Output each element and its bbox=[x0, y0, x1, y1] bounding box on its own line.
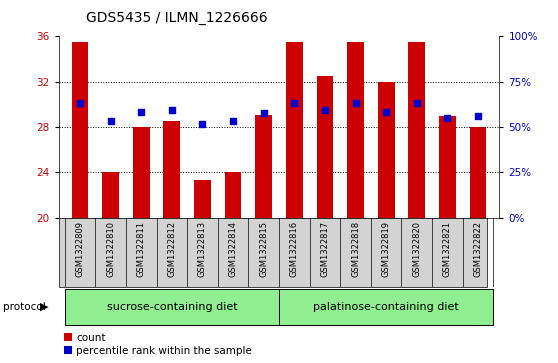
Text: GSM1322811: GSM1322811 bbox=[137, 221, 146, 277]
Point bbox=[229, 118, 238, 124]
Point bbox=[351, 100, 360, 106]
Text: GDS5435 / ILMN_1226666: GDS5435 / ILMN_1226666 bbox=[86, 11, 268, 25]
Text: GSM1322822: GSM1322822 bbox=[474, 221, 483, 277]
Text: GSM1322818: GSM1322818 bbox=[351, 221, 360, 277]
Point bbox=[290, 100, 299, 106]
Bar bbox=[102, 172, 119, 218]
Text: palatinose-containing diet: palatinose-containing diet bbox=[313, 302, 459, 312]
Point bbox=[474, 113, 483, 119]
Text: GSM1322813: GSM1322813 bbox=[198, 221, 207, 277]
Point bbox=[320, 107, 329, 113]
Bar bbox=[439, 116, 456, 218]
Bar bbox=[378, 82, 395, 218]
Text: GSM1322820: GSM1322820 bbox=[412, 221, 421, 277]
Text: protocol: protocol bbox=[3, 302, 46, 312]
Bar bbox=[347, 42, 364, 218]
Bar bbox=[470, 127, 487, 218]
Bar bbox=[286, 42, 303, 218]
Text: GSM1322812: GSM1322812 bbox=[167, 221, 176, 277]
Point bbox=[443, 115, 452, 121]
Point bbox=[259, 110, 268, 116]
Text: GSM1322815: GSM1322815 bbox=[259, 221, 268, 277]
Point bbox=[75, 100, 84, 106]
Point bbox=[382, 109, 391, 115]
Bar bbox=[133, 127, 150, 218]
Bar bbox=[71, 42, 88, 218]
Point bbox=[137, 109, 146, 115]
Bar bbox=[408, 42, 425, 218]
Text: ▶: ▶ bbox=[40, 302, 49, 312]
Bar bbox=[255, 115, 272, 218]
Bar bbox=[279, 289, 493, 325]
Legend: count, percentile rank within the sample: count, percentile rank within the sample bbox=[64, 333, 252, 356]
Text: GSM1322809: GSM1322809 bbox=[75, 221, 84, 277]
Text: sucrose-containing diet: sucrose-containing diet bbox=[107, 302, 237, 312]
Point bbox=[167, 107, 176, 113]
Text: GSM1322814: GSM1322814 bbox=[229, 221, 238, 277]
Text: GSM1322819: GSM1322819 bbox=[382, 221, 391, 277]
Text: GSM1322817: GSM1322817 bbox=[320, 221, 329, 277]
Text: GSM1322810: GSM1322810 bbox=[106, 221, 115, 277]
Point bbox=[106, 118, 115, 124]
Bar bbox=[316, 76, 333, 218]
Text: GSM1322821: GSM1322821 bbox=[443, 221, 452, 277]
Text: GSM1322816: GSM1322816 bbox=[290, 221, 299, 277]
Point bbox=[412, 100, 421, 106]
Bar bbox=[163, 121, 180, 218]
Bar bbox=[225, 172, 242, 218]
Bar bbox=[65, 289, 279, 325]
Point bbox=[198, 121, 207, 127]
Bar bbox=[194, 180, 211, 218]
